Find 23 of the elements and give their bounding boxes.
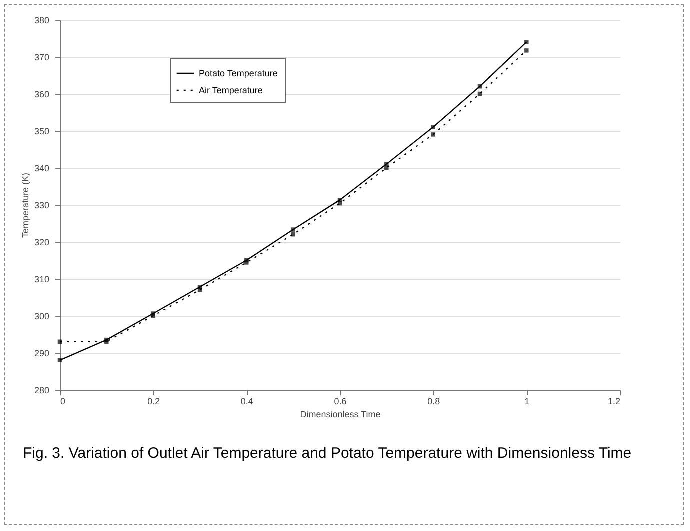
x-tick-label: 0.8 bbox=[428, 396, 440, 406]
x-tick-label: 1.2 bbox=[608, 396, 620, 406]
y-axis-title: Temperature (K) bbox=[20, 172, 30, 238]
y-tick-label: 350 bbox=[34, 126, 50, 136]
x-tick-label: 0.2 bbox=[148, 396, 160, 406]
legend-label: Air Temperature bbox=[199, 86, 263, 96]
x-tick-label: 1 bbox=[524, 396, 530, 406]
y-tick-label: 340 bbox=[34, 164, 50, 174]
y-tick-label: 360 bbox=[34, 90, 50, 100]
x-tick-label: 0 bbox=[60, 396, 66, 406]
y-tick-label: 300 bbox=[34, 312, 50, 322]
y-tick-label: 290 bbox=[34, 348, 50, 358]
y-tick-label: 320 bbox=[34, 238, 50, 248]
legend-label: Potato Temperature bbox=[199, 68, 278, 78]
y-tick-label: 280 bbox=[34, 386, 50, 396]
x-tick-label: 0.4 bbox=[240, 396, 254, 406]
y-tick-label: 330 bbox=[34, 200, 50, 210]
caption: Fig. 3. Variation of Outlet Air Temperature and Potato Temperature with Dimensionless Time bbox=[23, 444, 633, 463]
y-tick-label: 370 bbox=[34, 52, 50, 62]
x-axis-title: Dimensionless Time bbox=[300, 410, 381, 420]
x-tick-label: 0.6 bbox=[334, 396, 347, 406]
y-tick-label: 380 bbox=[34, 16, 50, 26]
y-tick-label: 310 bbox=[34, 274, 50, 284]
